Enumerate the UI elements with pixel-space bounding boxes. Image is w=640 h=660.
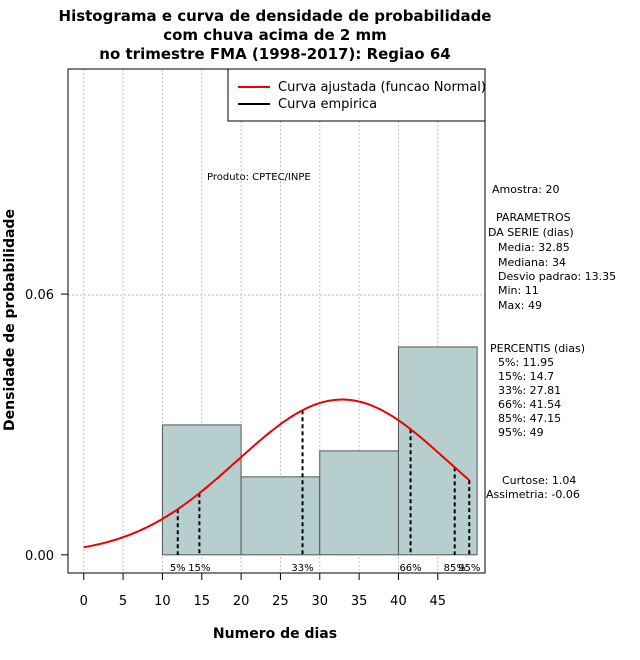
x-tick-label: 15 (193, 594, 210, 609)
legend-label-empirical: Curva empirica (278, 97, 377, 112)
stats-percentil-66: 66%: 41.54 (498, 398, 561, 411)
x-tick-label: 25 (272, 594, 289, 609)
normal-curve-line (83, 398, 470, 549)
chart-title-line-2: com chuva acima de 2 mm (163, 26, 387, 44)
x-tick-label: 0 (80, 594, 88, 609)
x-axis-label: Numero de dias (213, 626, 337, 642)
percentile-marker-label: 33% (291, 563, 313, 574)
stats-percentil-15: 15%: 14.7 (498, 370, 554, 383)
x-tick-label: 35 (351, 594, 368, 609)
stats-param-min: Min: 11 (498, 284, 539, 297)
chart-title-line-1: Histograma e curva de densidade de proba… (59, 7, 492, 25)
histogram-bars (161, 346, 478, 556)
percentile-marker-label: 66% (399, 563, 421, 574)
y-tick-label: 0.06 (25, 288, 54, 303)
histogram-bar (319, 450, 399, 556)
stats-percentil-5: 5%: 11.95 (498, 356, 554, 369)
y-tick-label: 0.00 (25, 549, 54, 564)
stats-assimetria: Assimetria: -0.06 (486, 488, 580, 501)
stats-param-media: Media: 32.85 (498, 241, 570, 254)
stats-params-title-1: PARAMETROS (496, 211, 571, 224)
stats-curtose: Curtose: 1.04 (502, 474, 576, 487)
stats-param-max: Max: 49 (498, 299, 542, 312)
percentile-marker-label: 85% (444, 563, 466, 574)
percentile-marker-label: 95% (458, 563, 480, 574)
stats-param-mediana: Mediana: 34 (498, 256, 566, 269)
percentile-markers: 5% 15% 33% 66% 85%95% (170, 410, 480, 574)
percentile-marker-label: 5% (170, 563, 186, 574)
legend-box (227, 68, 486, 122)
stats-percentil-85: 85%: 47.15 (498, 412, 561, 425)
x-tick-label: 5 (119, 594, 127, 609)
stats-percentis-title: PERCENTIS (dias) (490, 342, 585, 355)
histogram-bar (161, 424, 242, 556)
legend: Curva ajustada (funcao Normal) Curva emp… (227, 68, 486, 122)
histogram-bar (240, 476, 321, 556)
y-axis-label: Densidade de probabilidade (2, 209, 18, 431)
stats-panel: Amostra: 20 PARAMETROS DA SERIE (dias) M… (486, 183, 616, 501)
stats-sample: Amostra: 20 (492, 183, 559, 196)
stats-params-title-2: DA SERIE (dias) (488, 226, 574, 239)
percentile-marker-label: 15% (188, 563, 210, 574)
x-tick-label: 10 (154, 594, 171, 609)
x-axis: 0 5 10 15 20 25 30 35 40 45 (80, 572, 447, 609)
x-tick-label: 20 (233, 594, 250, 609)
stats-percentil-33: 33%: 27.81 (498, 384, 561, 397)
product-annotation: Produto: CPTEC/INPE (207, 172, 311, 183)
x-tick-label: 30 (312, 594, 329, 609)
x-tick-label: 45 (430, 594, 447, 609)
stats-param-desvio: Desvio padrao: 13.35 (498, 270, 616, 283)
chart-title-line-3: no trimestre FMA (1998-2017): Regiao 64 (99, 45, 450, 63)
x-tick-label: 40 (390, 594, 407, 609)
stats-percentil-95: 95%: 49 (498, 426, 544, 439)
y-axis: 0.00 0.06 (25, 288, 69, 564)
normal-curve (83, 398, 470, 549)
legend-label-normal: Curva ajustada (funcao Normal) (278, 80, 486, 95)
